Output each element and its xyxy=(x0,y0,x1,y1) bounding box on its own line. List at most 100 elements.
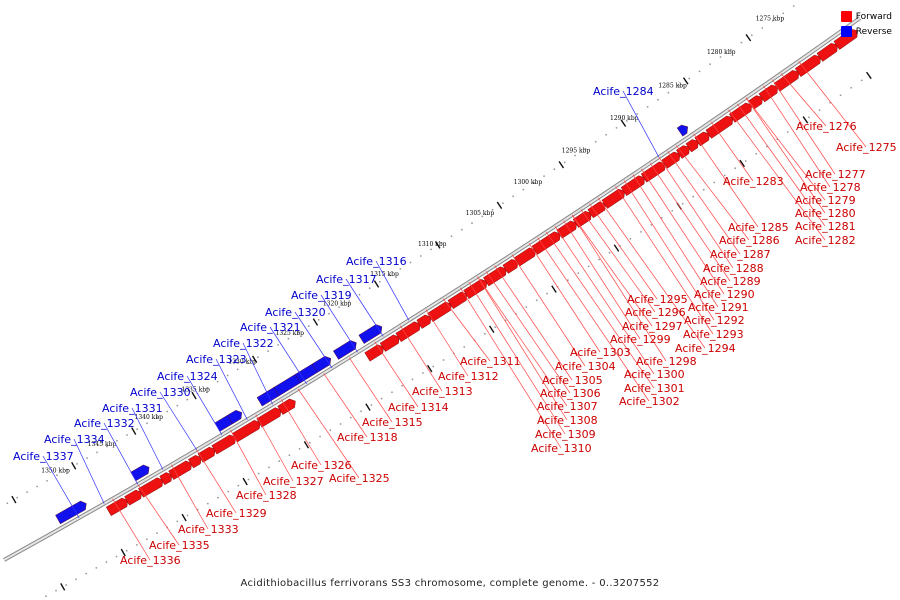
ruler-dot xyxy=(156,532,158,535)
ruler-dot xyxy=(65,584,67,586)
leader-line xyxy=(196,449,237,514)
ruler-dot xyxy=(338,306,340,309)
ruler-dot xyxy=(650,224,653,226)
reverse-swatch-icon xyxy=(840,26,852,37)
ruler-dot xyxy=(391,391,393,394)
ruler-dot xyxy=(850,86,853,89)
tick-label: 1295 kbp xyxy=(562,147,591,154)
leader-line xyxy=(374,341,419,408)
gene-label-forward: Acife_1288 xyxy=(703,262,764,275)
ruler-dot xyxy=(45,595,47,598)
gene-label-reverse: Acife_1321 xyxy=(240,321,301,334)
ruler-dot xyxy=(698,70,701,73)
leader-line xyxy=(400,325,443,392)
ruler-dot xyxy=(553,168,556,171)
leader-line xyxy=(159,391,197,451)
leader-line xyxy=(255,414,294,482)
ruler-dot xyxy=(615,127,618,129)
ruler-tick xyxy=(181,513,187,522)
ruler-dot xyxy=(481,215,484,218)
leader-line xyxy=(171,464,209,530)
ruler-dot xyxy=(319,435,321,438)
tick-label: 1300 kbp xyxy=(514,179,543,186)
ruler-dot xyxy=(419,255,422,257)
ruler-dot xyxy=(808,116,810,119)
gene-label-forward: Acife_1325 xyxy=(329,472,390,485)
ruler-dot xyxy=(6,502,9,505)
ruler-dot xyxy=(546,292,548,295)
leader-line xyxy=(623,180,715,321)
gene-label-reverse: Acife_1324 xyxy=(157,370,218,383)
ruler-dot xyxy=(176,404,179,407)
ruler-dot xyxy=(247,478,250,481)
ruler-dot xyxy=(227,490,230,493)
leader-line xyxy=(667,151,741,255)
ruler-dot xyxy=(432,365,435,368)
ruler-dot xyxy=(567,279,569,281)
ruler-dot xyxy=(135,544,138,546)
leader-line xyxy=(375,260,410,321)
forward-gene-arrow xyxy=(231,420,261,443)
forward-gene-arrow xyxy=(256,407,282,428)
leader-line xyxy=(186,375,223,436)
ruler-dot xyxy=(236,368,239,371)
ruler-dot xyxy=(625,120,628,122)
ruler-dot xyxy=(532,181,535,184)
ruler-dot xyxy=(298,448,301,450)
ruler-dot xyxy=(126,434,128,436)
ruler-dot xyxy=(358,293,361,296)
ruler-dot xyxy=(75,578,77,581)
leader-line xyxy=(528,243,601,353)
ruler-tick xyxy=(496,201,503,210)
ruler-dot xyxy=(186,514,189,517)
ruler-dot xyxy=(399,268,402,270)
ruler-dot xyxy=(257,472,260,475)
ruler-dot xyxy=(401,384,404,387)
forward-gene-arrow xyxy=(105,497,129,517)
forward-gene-arrow xyxy=(794,54,821,77)
ruler-tick xyxy=(191,391,197,400)
ruler-dot xyxy=(818,109,821,111)
legend: Forward Reverse xyxy=(840,9,892,39)
ruler-dot xyxy=(646,106,649,108)
leader-line xyxy=(571,214,667,362)
gene-label-reverse: Acife_1330 xyxy=(130,386,191,399)
leader-line xyxy=(763,85,831,188)
ruler-tick xyxy=(865,71,872,80)
ruler-dot xyxy=(671,210,674,212)
gene-label-forward: Acife_1315 xyxy=(362,416,423,429)
leader-line xyxy=(320,294,358,353)
ruler-dot xyxy=(288,454,291,456)
ruler-tick xyxy=(11,495,17,504)
ruler-dot xyxy=(86,457,88,459)
ruler-dot xyxy=(563,161,566,164)
ruler-dot xyxy=(317,319,320,321)
ruler-dot xyxy=(268,466,270,469)
tick-label: 1310 kbp xyxy=(418,241,447,248)
gene-label-forward: Acife_1275 xyxy=(836,141,897,154)
ruler-dot xyxy=(636,113,639,115)
leader-line xyxy=(622,90,660,158)
ruler-tick xyxy=(682,77,689,85)
leader-line xyxy=(137,484,180,546)
gene-label-forward: Acife_1308 xyxy=(537,414,598,427)
gene-label-forward: Acife_1282 xyxy=(795,234,856,247)
ruler-dot xyxy=(389,274,391,277)
gene-label-forward: Acife_1299 xyxy=(610,333,671,346)
ruler-dot xyxy=(584,147,587,150)
ruler-dot xyxy=(450,235,453,238)
gene-label-forward: Acife_1318 xyxy=(337,431,398,444)
ruler-dot xyxy=(605,133,607,136)
ruler-tick xyxy=(739,159,746,168)
legend-item-forward: Forward xyxy=(840,9,892,24)
forward-gene-arrow xyxy=(124,489,142,506)
ruler-dot xyxy=(713,181,716,184)
leader-line xyxy=(658,156,734,269)
ruler-dot xyxy=(105,561,108,564)
ruler-dot xyxy=(765,145,768,148)
ruler-dot xyxy=(860,79,863,82)
ruler-dot xyxy=(307,325,310,328)
ruler-dot xyxy=(380,397,383,400)
forward-gene-arrow xyxy=(159,472,173,486)
ruler-dot xyxy=(308,441,311,444)
